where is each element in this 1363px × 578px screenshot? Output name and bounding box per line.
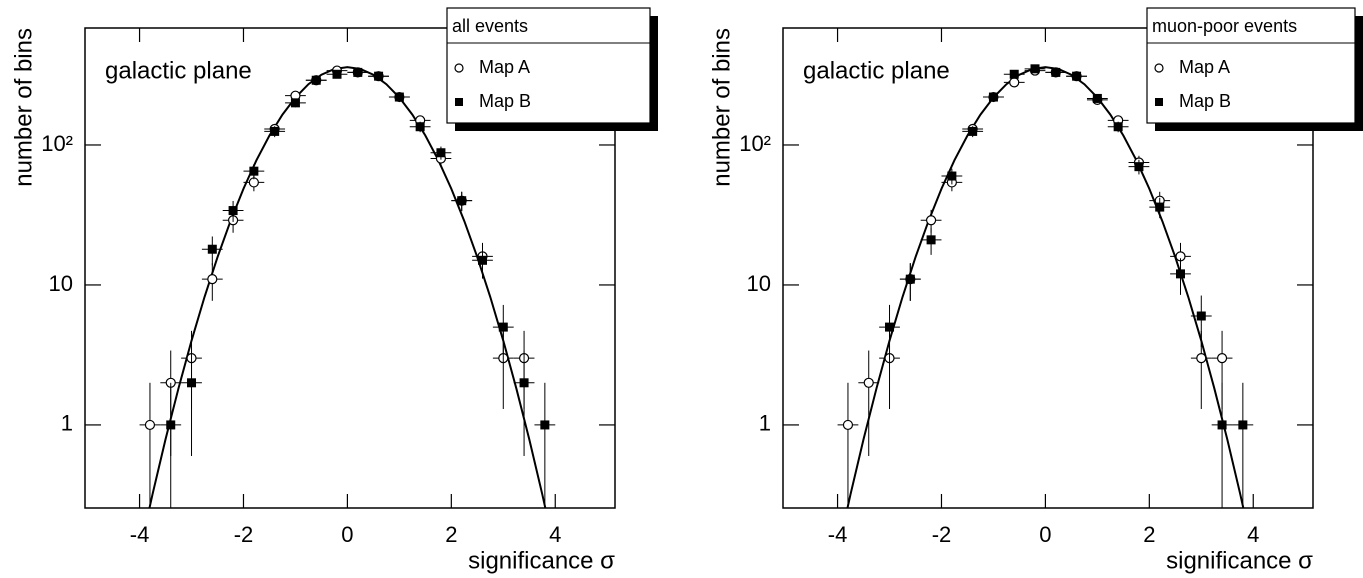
legend-marker (1154, 63, 1164, 73)
marker (457, 196, 467, 206)
y-axis-label: number of bins (10, 28, 37, 187)
marker (1196, 311, 1206, 321)
marker (332, 69, 342, 79)
y-tick-label: 10² (41, 131, 73, 156)
legend-marker (454, 63, 464, 73)
marker (905, 274, 915, 284)
legend-label: Map A (479, 57, 530, 77)
marker (926, 235, 936, 245)
legend-marker (455, 98, 463, 106)
marker (885, 322, 895, 332)
legend-box (1146, 7, 1356, 124)
marker (478, 255, 487, 265)
x-tick-label: -2 (932, 522, 952, 547)
legend-label: Map B (1179, 91, 1231, 111)
x-tick-label: -4 (130, 522, 150, 547)
y-tick-label: 10 (49, 271, 73, 296)
fit-curve (148, 66, 547, 508)
marker (1196, 353, 1207, 364)
plot-frame (782, 27, 1314, 509)
marker (925, 215, 937, 226)
marker (228, 206, 238, 216)
marker (540, 420, 550, 430)
y-tick-label: 1 (61, 411, 73, 436)
marker (988, 92, 998, 102)
marker (1009, 69, 1019, 79)
marker (415, 122, 425, 132)
marker (863, 377, 874, 388)
marker (947, 171, 957, 181)
marker (1051, 67, 1061, 77)
marker (968, 126, 978, 136)
marker (311, 75, 321, 85)
annotation: galactic plane (105, 57, 252, 84)
x-tick-label: -2 (234, 522, 254, 547)
data-area (139, 65, 556, 508)
legend-label: Map A (1179, 57, 1230, 77)
data-area (837, 64, 1254, 508)
fit-curve (846, 66, 1245, 508)
marker (270, 126, 280, 136)
legend: all events Map A Map B (446, 7, 658, 131)
marker (1030, 64, 1040, 74)
marker (1216, 353, 1228, 364)
legend-title: all events (452, 16, 528, 36)
plot-frame (84, 27, 616, 509)
x-tick-label: 2 (1143, 522, 1155, 547)
marker (207, 274, 218, 285)
legend: muon-poor events Map A Map B (1146, 7, 1363, 131)
x-axis-label: significance σ (1166, 547, 1313, 574)
marker (1155, 202, 1165, 212)
marker (187, 378, 197, 388)
marker (207, 244, 217, 254)
marker (1176, 269, 1185, 279)
marker (1009, 77, 1020, 88)
legend-marker (1155, 98, 1163, 106)
plot: -4 -2 0 2 4 1 10 10² significance σ number of bin… (708, 27, 1314, 574)
marker (144, 419, 156, 431)
x-axis-label: significance σ (468, 547, 615, 574)
marker (394, 92, 404, 102)
marker (1113, 122, 1123, 132)
x-tick-label: -4 (828, 522, 848, 547)
x-tick-label: 4 (549, 522, 561, 547)
x-tick-label: 2 (445, 522, 457, 547)
marker (842, 419, 854, 431)
x-tick-label: 4 (1247, 522, 1259, 547)
legend-label: Map B (479, 91, 531, 111)
y-axis-label: number of bins (708, 28, 735, 187)
x-tick-label: 0 (341, 522, 353, 547)
marker (519, 378, 529, 388)
marker (498, 322, 508, 332)
marker (374, 71, 384, 81)
marker (1072, 71, 1082, 81)
marker (249, 166, 259, 176)
marker (1092, 93, 1102, 103)
marker (1217, 420, 1227, 430)
annotation: galactic plane (803, 57, 950, 84)
legend-box (446, 7, 651, 124)
marker (166, 420, 176, 430)
marker (1134, 162, 1144, 172)
marker (248, 177, 259, 188)
marker (436, 148, 446, 158)
y-tick-label: 10 (747, 271, 771, 296)
legend-title: muon-poor events (1152, 16, 1297, 36)
marker (290, 98, 300, 108)
marker (1238, 420, 1248, 430)
x-tick-label: 0 (1039, 522, 1051, 547)
marker (353, 67, 363, 77)
y-tick-label: 1 (759, 411, 771, 436)
y-tick-label: 10² (739, 131, 771, 156)
plot: -4 -2 0 2 4 1 10 10² significance σ number of bin… (10, 27, 616, 574)
